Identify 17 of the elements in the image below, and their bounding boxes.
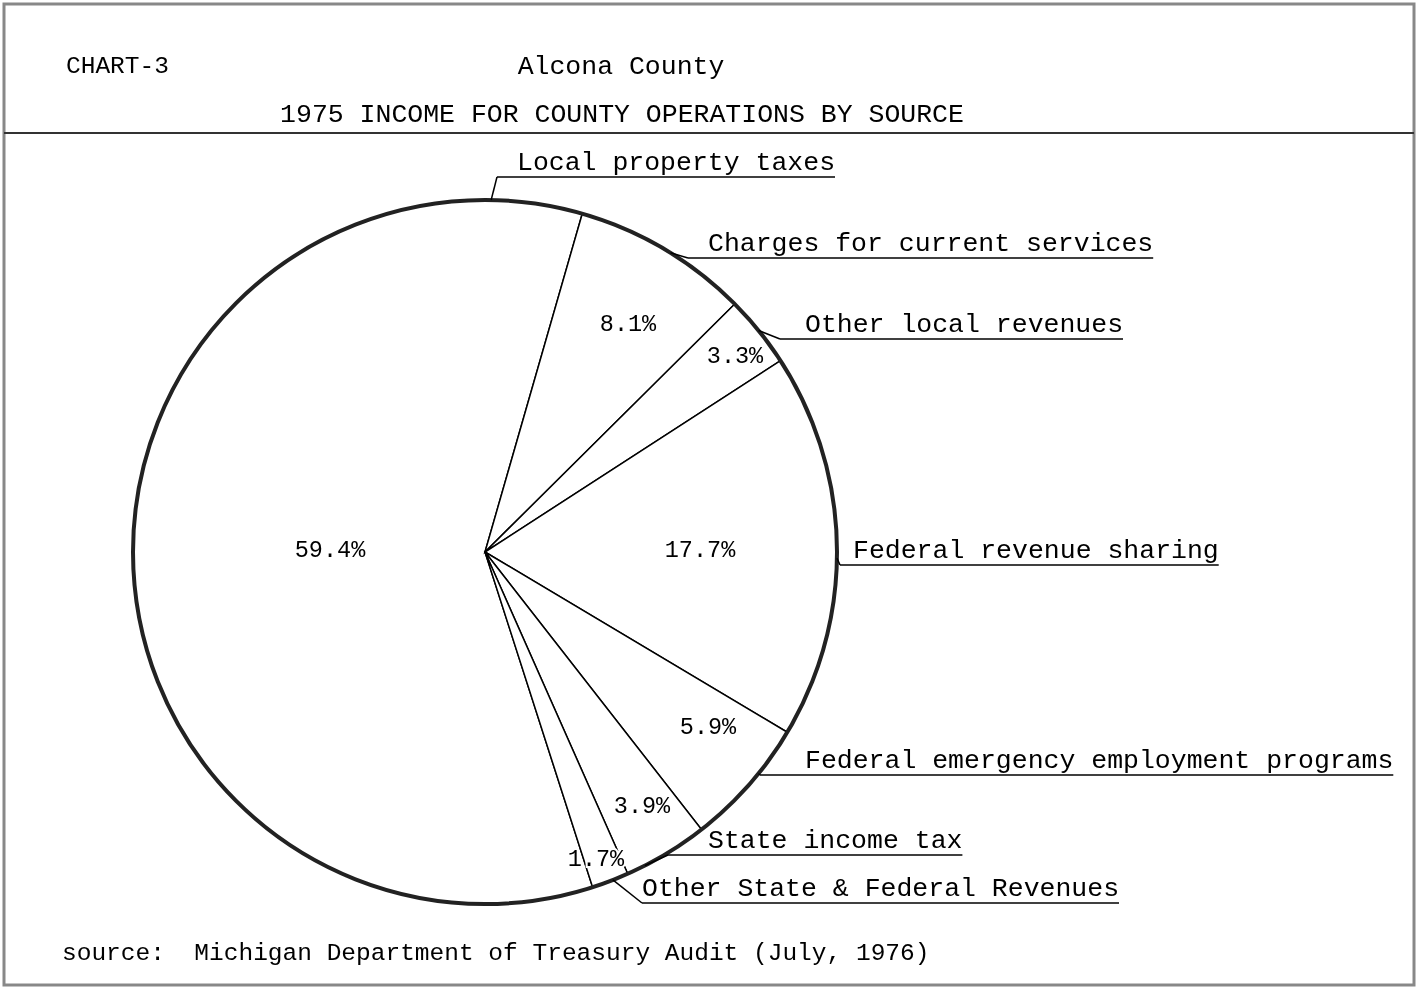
chart-title: Alcona County xyxy=(517,52,725,82)
legend-label: Other State & Federal Revenues xyxy=(642,874,1120,904)
data-label: 3.3% xyxy=(706,343,765,370)
slice-label: Local property taxes xyxy=(517,148,836,178)
legend-label: Federal emergency employment programs xyxy=(805,746,1394,776)
source-note: source: Michigan Department of Treasury Audit (July, 1976) xyxy=(62,940,930,967)
chart-subtitle: 1975 INCOME FOR COUNTY OPERATIONS BY SOURCE xyxy=(280,100,964,130)
data-label: 17.7% xyxy=(664,537,737,564)
text: CHART-3 xyxy=(66,53,169,80)
slice-label: State income tax xyxy=(708,826,963,856)
data-label: 3.9% xyxy=(613,793,672,820)
data-label: 59.4% xyxy=(294,537,367,564)
data-label: 8.1% xyxy=(599,311,658,338)
legend-label: Federal revenue sharing xyxy=(853,536,1219,566)
slice-label: Other local revenues xyxy=(805,310,1124,340)
data-label: 5.9% xyxy=(679,714,738,741)
legend-label: Charges for current services xyxy=(708,229,1154,259)
